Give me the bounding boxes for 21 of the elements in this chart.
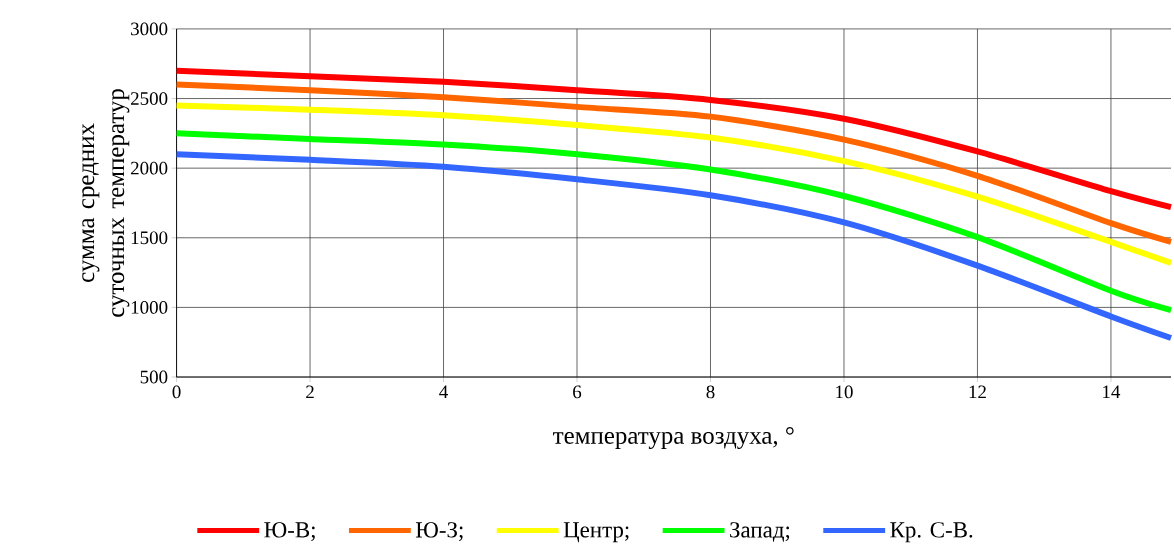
- x-tick-label: 0: [172, 385, 181, 399]
- x-axis-title: температура воздуха, °: [553, 427, 794, 450]
- legend-label: Запад;: [730, 522, 790, 543]
- legend-label: Центр;: [563, 522, 629, 543]
- x-tick-label: 6: [573, 385, 582, 399]
- legend-label: Ю-В;: [264, 522, 315, 542]
- y-tick-label: 1000: [131, 301, 168, 315]
- y-tick-label: 500: [140, 370, 168, 384]
- x-tick-label: 10: [836, 385, 853, 399]
- y-tick-label: 2500: [130, 92, 168, 106]
- x-tick-label: 8: [706, 385, 715, 399]
- x-tick-label: 4: [439, 385, 448, 399]
- y-axis-title: сумма средних суточных температур: [82, 89, 130, 318]
- x-tick-label: 12: [969, 385, 986, 399]
- legend-label: Кр. С-В.: [890, 522, 973, 543]
- x-tick-label: 14: [1103, 385, 1121, 399]
- y-tick-label: 3000: [131, 22, 168, 36]
- y-tick-label: 2000: [130, 161, 168, 175]
- x-tick-label: 2: [306, 385, 314, 399]
- legend-label: Ю-З;: [415, 522, 463, 542]
- y-tick-label: 1500: [131, 231, 168, 245]
